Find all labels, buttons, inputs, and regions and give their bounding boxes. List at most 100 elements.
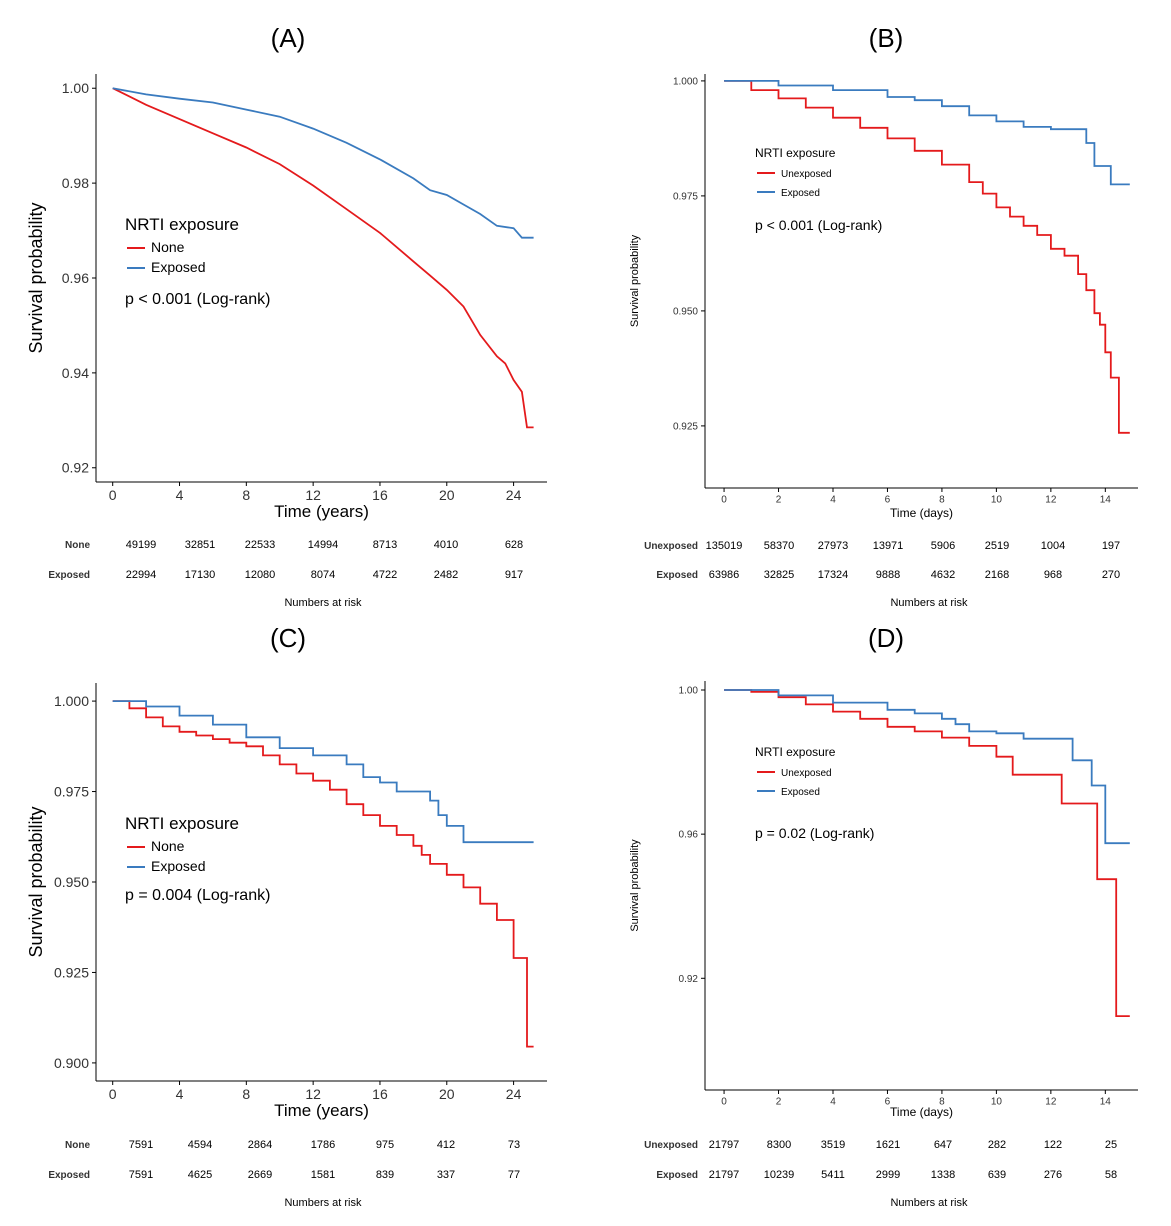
y-axis-title-c: Survival probability	[26, 806, 46, 957]
x-axis-title-c: Time (years)	[274, 1101, 369, 1120]
risk-value-b-1-2: 17324	[818, 569, 849, 581]
x-tick-label-b: 10	[991, 495, 1003, 506]
risk-row-label-d-1: Exposed	[656, 1170, 698, 1181]
x-tick-label-d: 2	[776, 1097, 782, 1108]
x-tick-label-a: 12	[305, 487, 321, 503]
risk-row-label-c-1: Exposed	[48, 1170, 90, 1181]
risk-value-a-0-3: 14994	[308, 539, 339, 551]
risk-value-d-1-7: 58	[1105, 1169, 1117, 1181]
x-tick-label-c: 8	[242, 1086, 250, 1102]
risk-value-c-0-6: 73	[508, 1139, 520, 1151]
x-tick-label-a: 20	[439, 487, 455, 503]
y-axis-title-b: Survival probability	[629, 234, 641, 327]
series-line-d-1	[724, 689, 1130, 845]
x-tick-label-d: 8	[939, 1097, 945, 1108]
risk-value-c-1-0: 7591	[129, 1169, 153, 1181]
y-tick-label-c: 0.900	[54, 1055, 89, 1071]
legend-title-d: NRTI exposure	[755, 745, 836, 759]
y-tick-label-c: 0.975	[54, 783, 89, 799]
risk-value-c-0-4: 975	[376, 1139, 394, 1151]
risk-value-c-1-3: 1581	[311, 1169, 335, 1181]
risk-value-b-1-1: 32825	[764, 569, 795, 581]
y-tick-label-d: 0.96	[679, 830, 699, 841]
x-tick-label-b: 0	[721, 495, 727, 506]
chart-d-svg: (D) 0.92 0.96 1.00 0 2 4 6 8 10 12 14 Time (days) Sur…	[629, 623, 1138, 1209]
y-tick-label-c: 0.925	[54, 964, 89, 980]
x-tick-label-d: 6	[885, 1097, 891, 1108]
risk-value-d-1-0: 21797	[709, 1169, 740, 1181]
legend-title-a: NRTI exposure	[125, 215, 239, 234]
risk-value-d-1-2: 5411	[821, 1169, 845, 1181]
y-tick-label-d: 1.00	[679, 686, 699, 697]
x-tick-label-c: 4	[176, 1086, 184, 1102]
risk-value-b-0-5: 2519	[985, 540, 1009, 552]
risk-value-d-0-2: 3519	[821, 1139, 845, 1151]
x-tick-label-c: 16	[372, 1086, 388, 1102]
series-line-c-0	[112, 700, 534, 1048]
risk-value-a-1-5: 2482	[434, 569, 458, 581]
y-tick-label-a: 0.94	[62, 365, 89, 381]
legend-label-a-1: Exposed	[151, 259, 205, 275]
risk-value-b-1-6: 968	[1044, 569, 1062, 581]
y-axis-title-a: Survival probability	[26, 202, 46, 353]
risk-value-a-1-2: 12080	[245, 569, 276, 581]
risk-value-a-0-1: 32851	[185, 539, 216, 551]
risk-value-c-0-1: 4594	[188, 1139, 212, 1151]
risk-value-a-0-2: 22533	[245, 539, 276, 551]
y-tick-label-d: 0.92	[679, 974, 699, 985]
legend-label-d-0: Unexposed	[781, 768, 832, 779]
y-tick-label-c: 0.950	[54, 874, 89, 890]
risk-value-d-0-0: 21797	[709, 1139, 740, 1151]
risk-value-b-1-0: 63986	[709, 569, 740, 581]
y-tick-label-a: 0.92	[62, 460, 89, 476]
risk-value-a-0-0: 49199	[126, 539, 157, 551]
risk-row-label-b-0: Unexposed	[644, 541, 698, 552]
x-axis-title-a: Time (years)	[274, 502, 369, 521]
legend-label-b-0: Unexposed	[781, 169, 832, 180]
risk-value-c-0-0: 7591	[129, 1139, 153, 1151]
x-tick-label-a: 8	[242, 487, 250, 503]
risk-value-a-1-3: 8074	[311, 569, 335, 581]
series-line-a-0	[112, 87, 534, 429]
risk-value-a-0-5: 4010	[434, 539, 458, 551]
risk-value-b-0-6: 1004	[1041, 540, 1065, 552]
x-tick-label-c: 0	[109, 1086, 117, 1102]
risk-value-a-0-6: 628	[505, 539, 523, 551]
y-tick-label-a: 1.00	[62, 80, 89, 96]
annotation-c: p = 0.004 (Log-rank)	[125, 887, 270, 904]
risk-value-c-1-5: 337	[437, 1169, 455, 1181]
series-line-b-1	[724, 80, 1130, 186]
x-tick-label-a: 4	[176, 487, 184, 503]
risk-value-c-0-3: 1786	[311, 1139, 335, 1151]
x-axis-title-b: Time (days)	[890, 506, 953, 520]
legend-title-b: NRTI exposure	[755, 146, 836, 160]
risk-value-b-0-7: 197	[1102, 540, 1120, 552]
y-tick-label-b: 1.000	[673, 76, 698, 87]
risk-row-label-d-0: Unexposed	[644, 1140, 698, 1151]
x-tick-label-b: 14	[1100, 495, 1112, 506]
risk-value-b-0-2: 27973	[818, 540, 849, 552]
panel-c: (C) 0.900 0.925 0.950 0.975 1.000 0 4 8 12 16 20 24 T…	[0, 613, 585, 1226]
x-tick-label-b: 12	[1045, 495, 1057, 506]
x-tick-label-b: 2	[776, 495, 782, 506]
x-tick-label-c: 12	[305, 1086, 321, 1102]
risk-value-a-1-4: 4722	[373, 569, 397, 581]
x-tick-label-b: 4	[830, 495, 836, 506]
chart-a-svg: (A) 0.92 0.94 0.96 0.98 1.00 0 4 8 12 16 20 24 Time (…	[26, 23, 547, 609]
x-tick-label-a: 24	[506, 487, 522, 503]
risk-row-label-a-1: Exposed	[48, 570, 90, 581]
series-line-b-0	[724, 80, 1130, 434]
x-tick-label-a: 16	[372, 487, 388, 503]
legend-label-c-1: Exposed	[151, 858, 205, 874]
risk-value-a-1-1: 17130	[185, 569, 216, 581]
chart-c-svg: (C) 0.900 0.925 0.950 0.975 1.000 0 4 8 12 16 20 24 T…	[26, 623, 547, 1209]
panel-d: (D) 0.92 0.96 1.00 0 2 4 6 8 10 12 14 Time (days) Sur…	[586, 613, 1171, 1226]
risk-value-d-0-6: 122	[1044, 1139, 1062, 1151]
risk-value-b-1-3: 9888	[876, 569, 900, 581]
risk-value-b-1-5: 2168	[985, 569, 1009, 581]
annotation-a: p < 0.001 (Log-rank)	[125, 291, 270, 308]
y-tick-label-a: 0.98	[62, 175, 89, 191]
risk-row-label-a-0: None	[65, 540, 90, 551]
panel-label-c: (C)	[270, 623, 306, 653]
risk-value-b-0-3: 13971	[873, 540, 904, 552]
